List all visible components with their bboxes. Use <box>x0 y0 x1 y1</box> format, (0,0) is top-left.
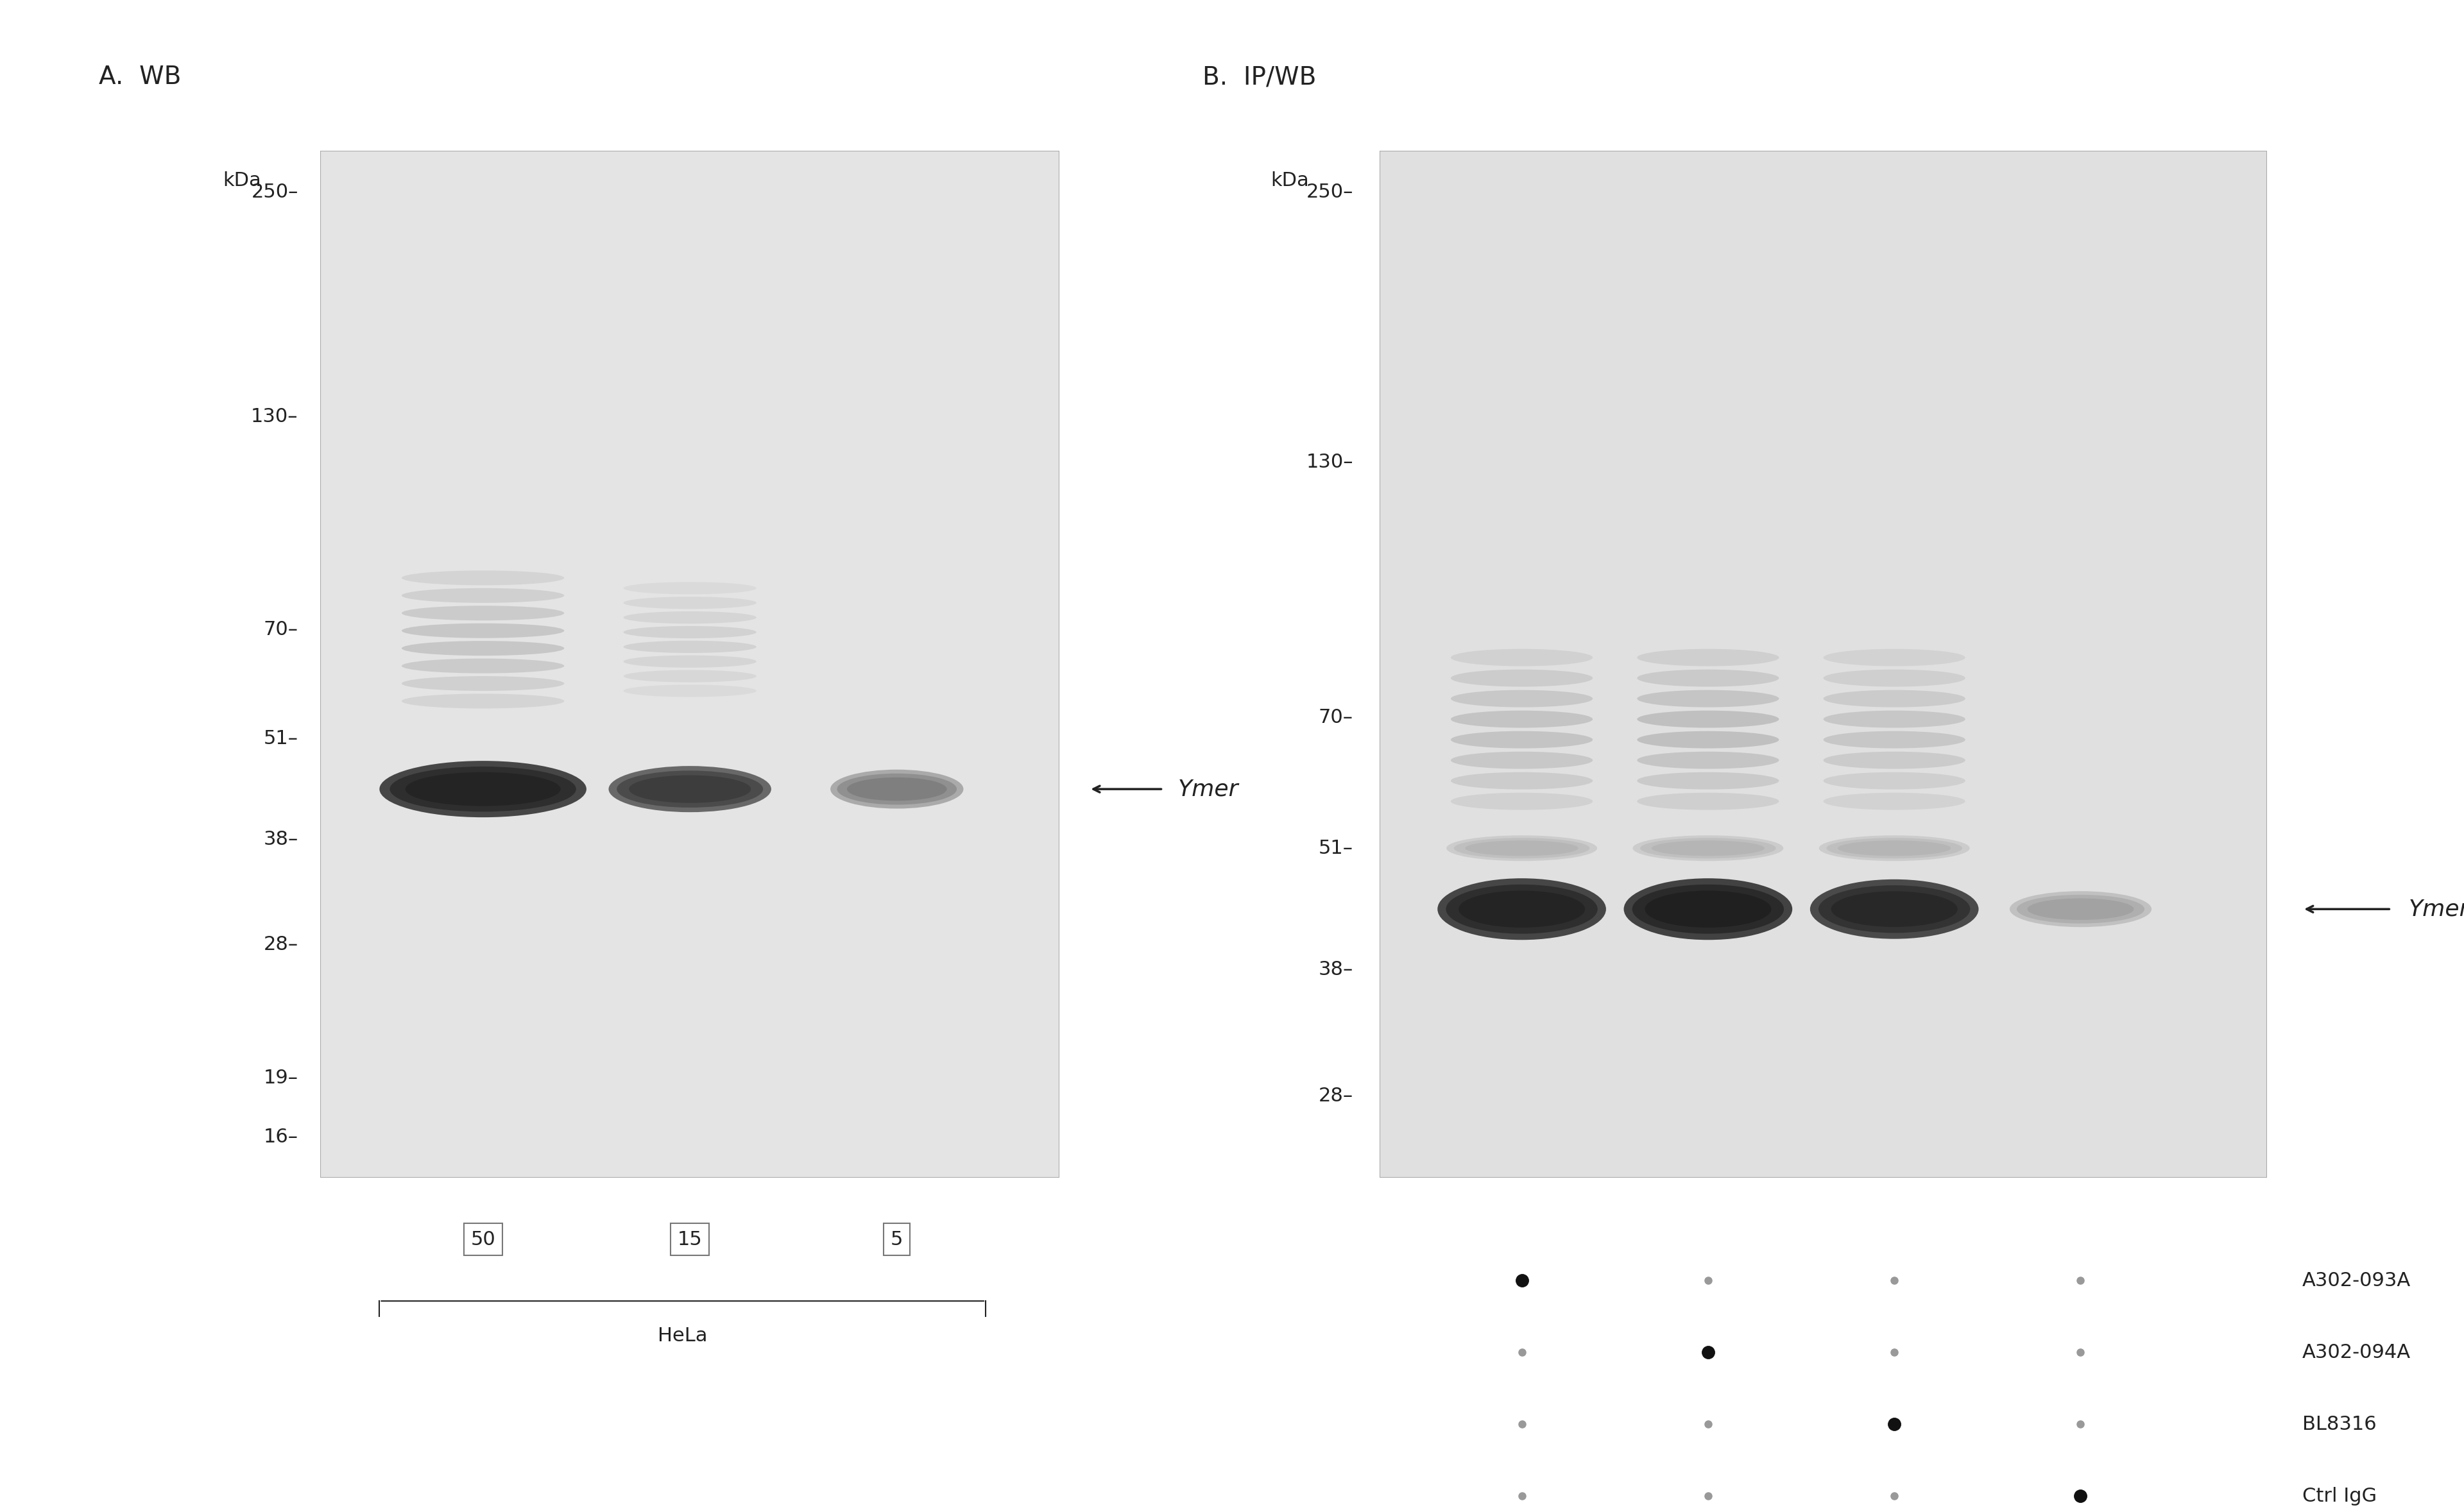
Text: 70–: 70– <box>264 621 298 639</box>
Ellipse shape <box>2011 891 2151 927</box>
Text: 28–: 28– <box>264 935 298 954</box>
Ellipse shape <box>389 767 577 812</box>
Ellipse shape <box>623 627 756 639</box>
Ellipse shape <box>402 658 564 673</box>
Ellipse shape <box>1636 711 1779 728</box>
Ellipse shape <box>623 581 756 595</box>
Text: A302-093A: A302-093A <box>2301 1271 2410 1290</box>
Ellipse shape <box>623 596 756 609</box>
Ellipse shape <box>1823 669 1966 687</box>
Ellipse shape <box>1823 793 1966 809</box>
Ellipse shape <box>623 612 756 624</box>
Ellipse shape <box>1818 885 1971 933</box>
Ellipse shape <box>623 640 756 652</box>
Ellipse shape <box>1636 649 1779 666</box>
Ellipse shape <box>1459 891 1584 927</box>
Text: Ctrl IgG: Ctrl IgG <box>2301 1487 2378 1505</box>
Text: A302-094A: A302-094A <box>2301 1342 2410 1362</box>
Ellipse shape <box>402 571 564 586</box>
Ellipse shape <box>402 676 564 692</box>
Ellipse shape <box>616 770 764 808</box>
Text: kDa: kDa <box>1271 172 1308 190</box>
Ellipse shape <box>1624 879 1791 939</box>
Ellipse shape <box>1826 838 1961 859</box>
Ellipse shape <box>1636 669 1779 687</box>
Ellipse shape <box>1838 841 1951 856</box>
Ellipse shape <box>1636 731 1779 749</box>
Ellipse shape <box>1446 885 1597 933</box>
Text: 51–: 51– <box>264 729 298 747</box>
Ellipse shape <box>628 775 752 803</box>
Text: Ymer: Ymer <box>2410 898 2464 920</box>
Text: 19–: 19– <box>264 1069 298 1087</box>
Ellipse shape <box>404 772 562 806</box>
Text: kDa: kDa <box>222 172 261 190</box>
Ellipse shape <box>1454 838 1589 859</box>
Ellipse shape <box>1646 891 1772 927</box>
Ellipse shape <box>1823 772 1966 790</box>
Ellipse shape <box>1636 752 1779 769</box>
Ellipse shape <box>1811 879 1979 939</box>
Text: 38–: 38– <box>1318 960 1353 978</box>
Text: 16–: 16– <box>264 1128 298 1146</box>
Text: 250–: 250– <box>251 183 298 201</box>
Ellipse shape <box>623 670 756 683</box>
Ellipse shape <box>1823 711 1966 728</box>
Ellipse shape <box>623 655 756 667</box>
Ellipse shape <box>1451 690 1592 707</box>
Ellipse shape <box>1451 731 1592 749</box>
Ellipse shape <box>838 773 956 805</box>
Text: 70–: 70– <box>1318 708 1353 726</box>
Ellipse shape <box>379 761 586 817</box>
Text: 130–: 130– <box>1306 453 1353 471</box>
Ellipse shape <box>1451 793 1592 809</box>
Text: 38–: 38– <box>264 830 298 849</box>
Ellipse shape <box>1451 772 1592 790</box>
Ellipse shape <box>1831 891 1956 927</box>
Ellipse shape <box>1823 752 1966 769</box>
Ellipse shape <box>1823 690 1966 707</box>
Text: 50: 50 <box>471 1231 495 1249</box>
Ellipse shape <box>1636 772 1779 790</box>
Text: Ymer: Ymer <box>1178 778 1239 800</box>
Ellipse shape <box>1634 835 1784 861</box>
Text: 5: 5 <box>890 1231 904 1249</box>
Text: BL8316: BL8316 <box>2301 1415 2378 1433</box>
Ellipse shape <box>1451 752 1592 769</box>
Ellipse shape <box>1823 731 1966 749</box>
Ellipse shape <box>1651 841 1764 856</box>
Ellipse shape <box>2028 898 2134 920</box>
Ellipse shape <box>848 778 946 800</box>
Ellipse shape <box>402 587 564 602</box>
Ellipse shape <box>1636 690 1779 707</box>
Ellipse shape <box>402 693 564 708</box>
Ellipse shape <box>1823 649 1966 666</box>
Text: 28–: 28– <box>1318 1086 1353 1105</box>
Ellipse shape <box>1451 669 1592 687</box>
Ellipse shape <box>830 770 963 808</box>
Ellipse shape <box>1446 835 1597 861</box>
Text: A.  WB: A. WB <box>99 65 180 89</box>
Ellipse shape <box>623 684 756 698</box>
Ellipse shape <box>1466 841 1579 856</box>
Ellipse shape <box>1636 793 1779 809</box>
Ellipse shape <box>1818 835 1969 861</box>
Text: B.  IP/WB: B. IP/WB <box>1202 65 1316 89</box>
Ellipse shape <box>2016 895 2144 924</box>
Ellipse shape <box>1451 711 1592 728</box>
Ellipse shape <box>609 766 771 812</box>
Ellipse shape <box>402 624 564 639</box>
Ellipse shape <box>1437 879 1607 939</box>
Text: 51–: 51– <box>1318 840 1353 858</box>
Text: 15: 15 <box>678 1231 702 1249</box>
Text: 250–: 250– <box>1306 183 1353 201</box>
Text: 130–: 130– <box>251 408 298 426</box>
Ellipse shape <box>1451 649 1592 666</box>
Ellipse shape <box>1641 838 1777 859</box>
Ellipse shape <box>1631 885 1784 933</box>
Ellipse shape <box>402 640 564 655</box>
Ellipse shape <box>402 606 564 621</box>
Text: HeLa: HeLa <box>658 1327 707 1345</box>
